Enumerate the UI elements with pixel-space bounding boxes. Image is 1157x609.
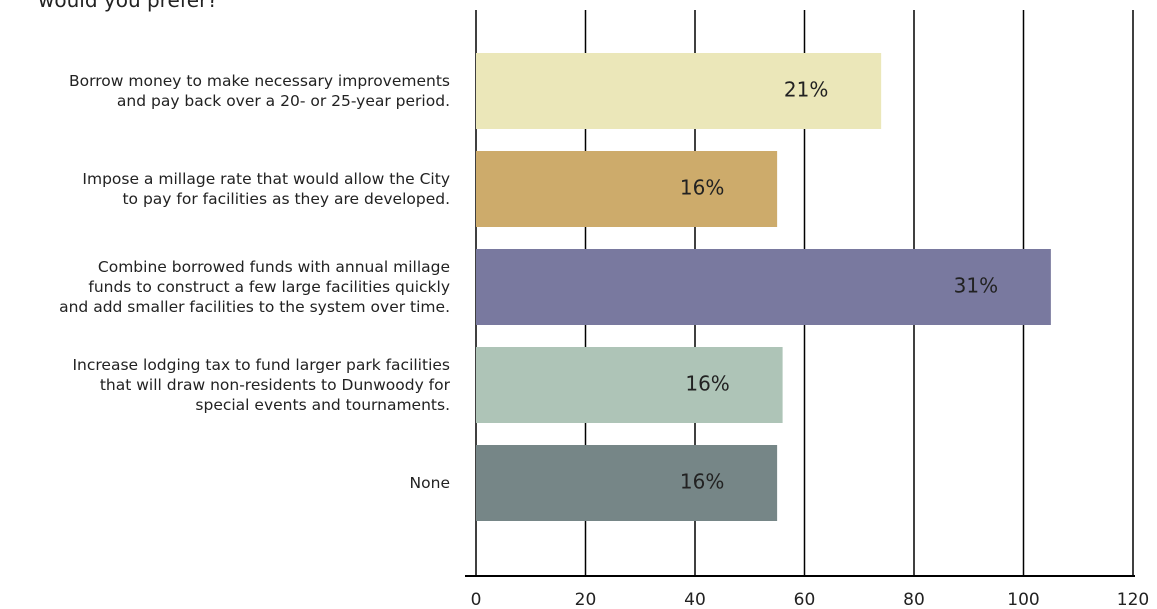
bar bbox=[476, 347, 783, 423]
x-tick-label: 100 bbox=[1007, 590, 1039, 609]
percent-label: 16% bbox=[685, 372, 729, 396]
bar bbox=[476, 445, 778, 521]
percent-label: 21% bbox=[784, 78, 828, 102]
chart-title: would you prefer? bbox=[38, 0, 218, 12]
category-label: Increase lodging tax to fund larger park… bbox=[72, 356, 450, 414]
percent-label: 31% bbox=[954, 274, 998, 298]
x-tick-label: 40 bbox=[684, 590, 706, 609]
bar bbox=[476, 53, 882, 129]
category-label: Combine borrowed funds with annual milla… bbox=[59, 258, 450, 316]
bar bbox=[476, 249, 1051, 325]
x-tick-label: 0 bbox=[471, 590, 482, 609]
category-label: None bbox=[409, 474, 450, 492]
percent-label: 16% bbox=[680, 176, 724, 200]
category-label: Borrow money to make necessary improveme… bbox=[69, 72, 450, 110]
x-tick-label: 60 bbox=[794, 590, 816, 609]
category-label: Impose a millage rate that would allow t… bbox=[82, 170, 450, 208]
x-tick-label: 20 bbox=[575, 590, 597, 609]
bar bbox=[476, 151, 778, 227]
x-tick-label: 80 bbox=[903, 590, 925, 609]
x-tick-label: 120 bbox=[1117, 590, 1149, 609]
percent-label: 16% bbox=[680, 470, 724, 494]
